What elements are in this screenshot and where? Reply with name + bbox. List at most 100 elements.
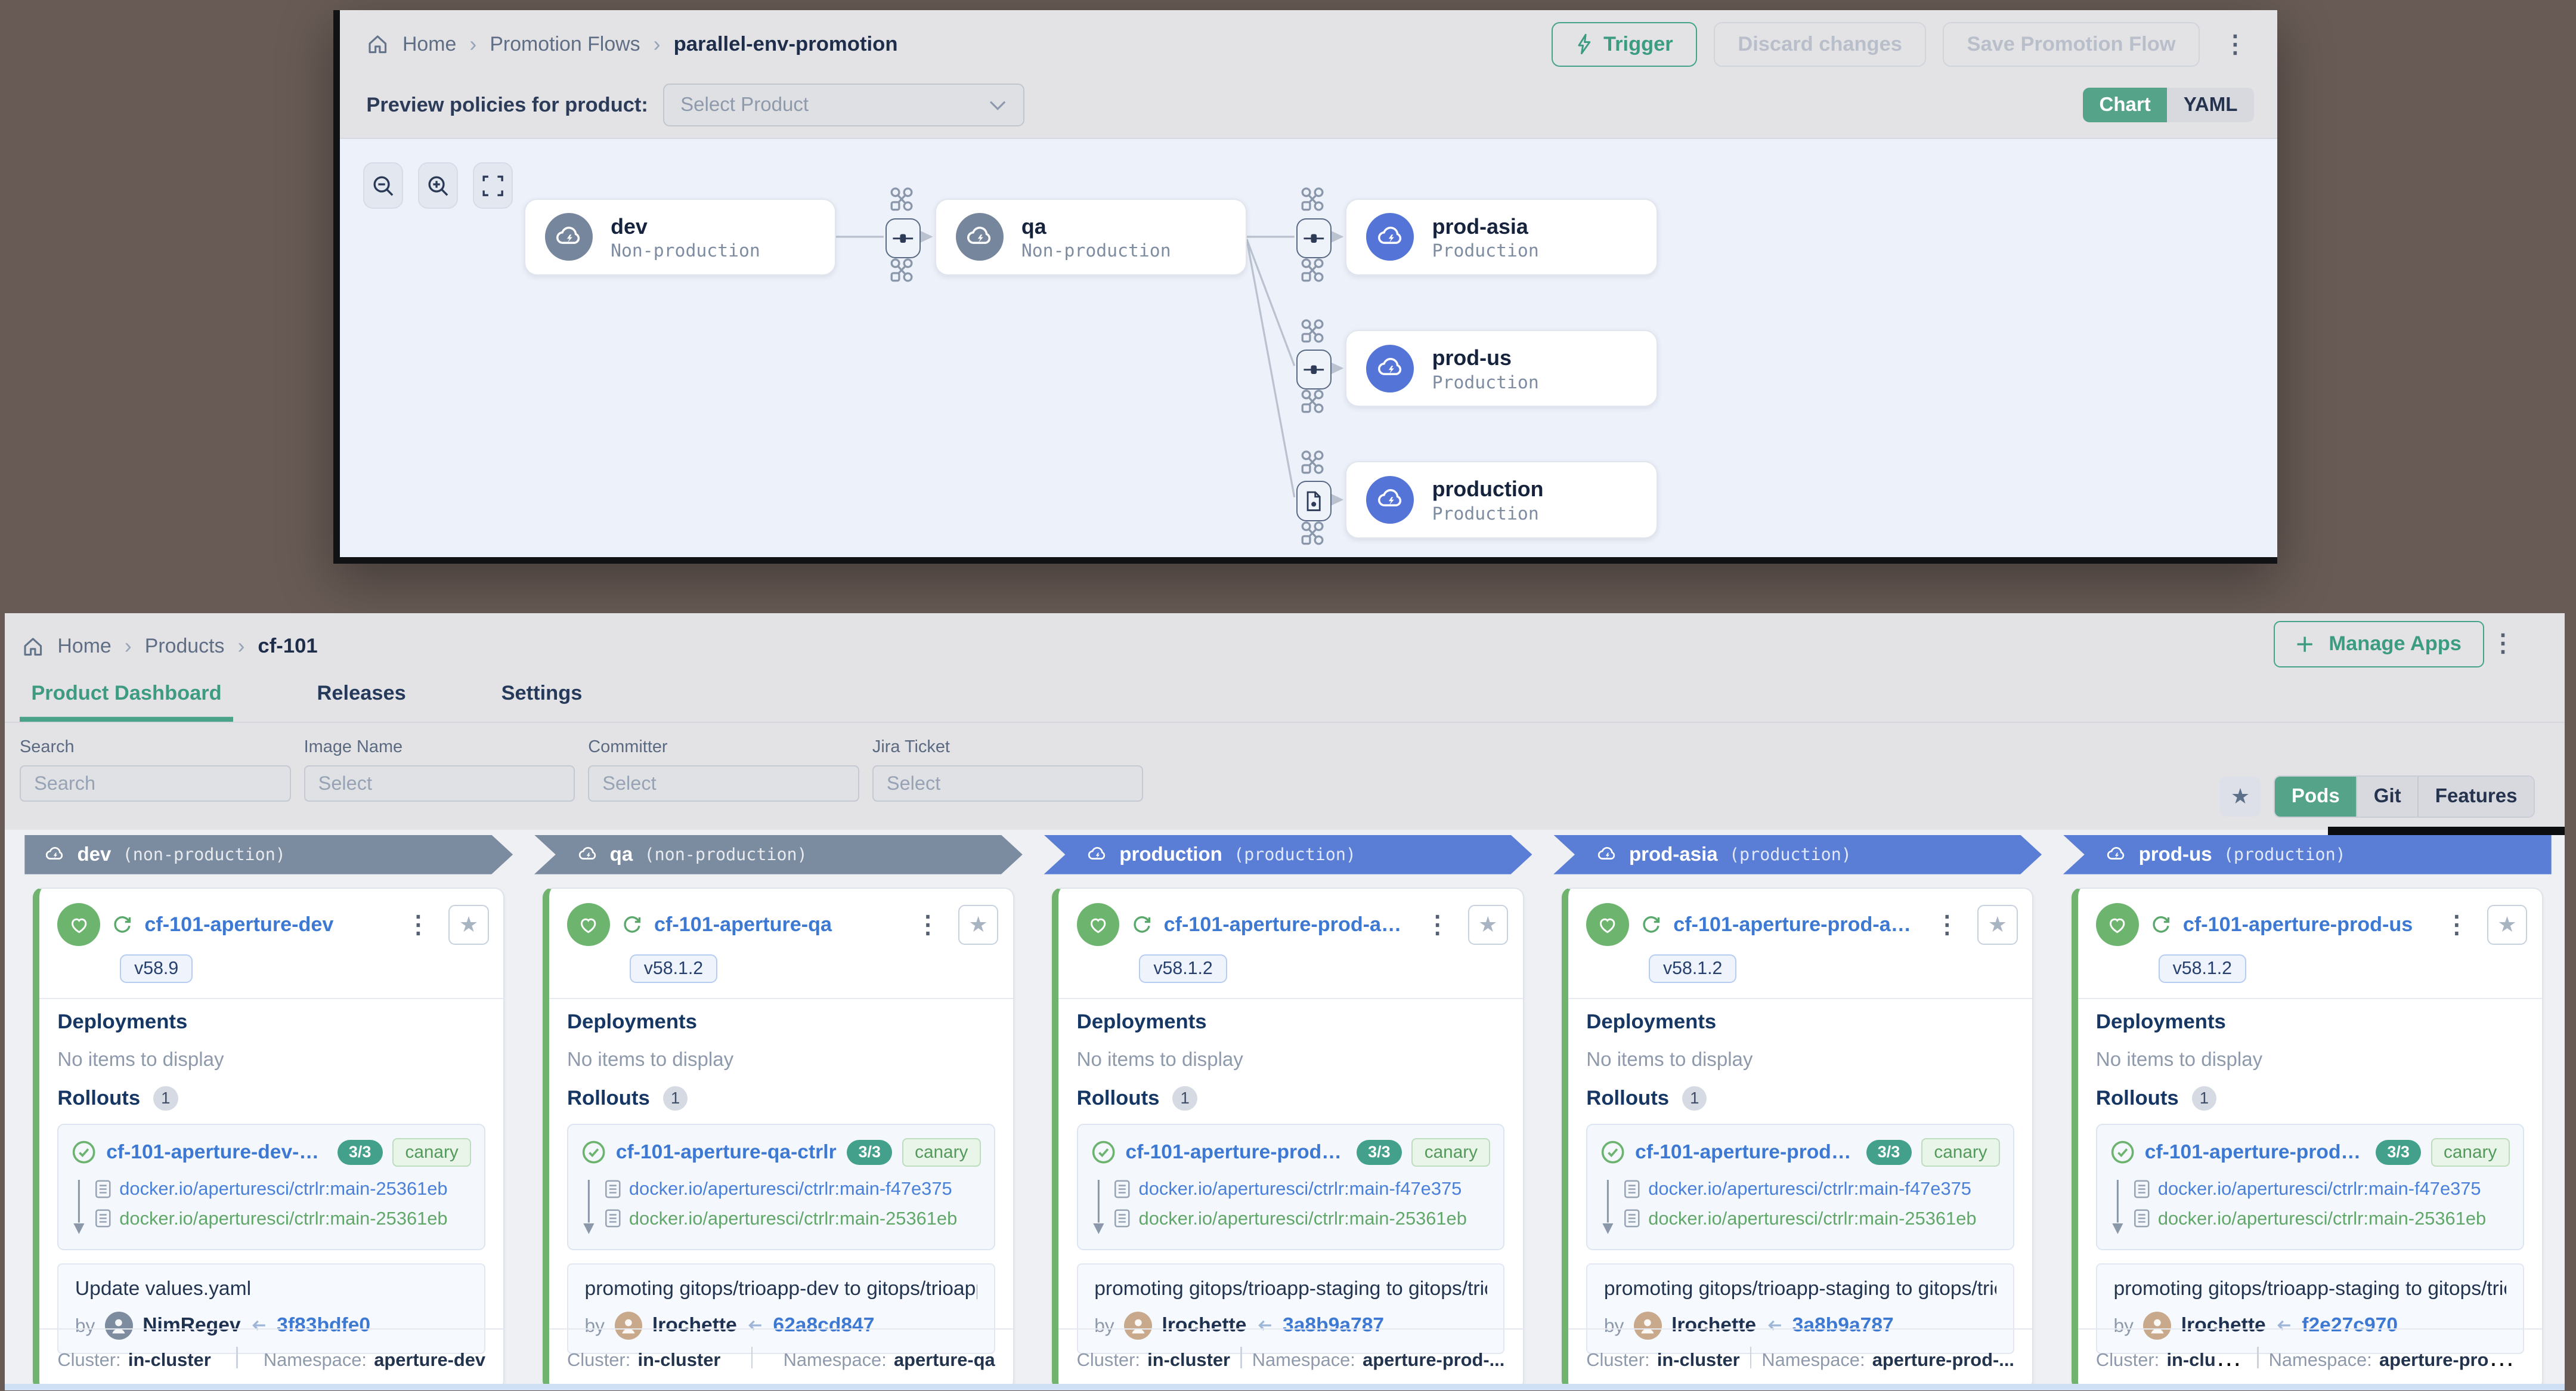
version-badge[interactable]: v58.1.2 [629, 954, 718, 983]
jira-ticket-select[interactable] [872, 765, 1144, 802]
image-link[interactable]: docker.io/aperturesci/ctrlr:main-f47e375 [1114, 1177, 1490, 1201]
toggle-yaml[interactable]: YAML [2167, 88, 2254, 123]
favorite-star-button[interactable]: ★ [958, 904, 999, 945]
save-promotion-flow-button[interactable]: Save Promotion Flow [1942, 22, 2200, 67]
kebab-menu-icon[interactable]: ⋮ [2222, 30, 2247, 58]
divider [2327, 826, 2565, 835]
env-node-dev[interactable]: dev Non-production [524, 198, 837, 276]
image-link[interactable]: docker.io/aperturesci/ctrlr:main-f47e375 [605, 1177, 981, 1201]
commit-hash-link[interactable]: 3a8b9a787 [1792, 1314, 1894, 1337]
env-column-header[interactable]: prod-asia (production) [1553, 835, 2042, 874]
promotion-policy-connector[interactable] [885, 218, 921, 258]
toggle-pods[interactable]: Pods [2275, 777, 2357, 817]
committer-select[interactable] [588, 765, 859, 802]
app-name-link[interactable]: cf-101-aperture-qa [654, 913, 832, 936]
env-node-prod-asia[interactable]: prod-asia Production [1345, 198, 1658, 276]
version-badge[interactable]: v58.1.2 [2158, 954, 2247, 983]
env-column: prod-us (production) cf-101-aperture-pro… [2063, 834, 2552, 1390]
breadcrumb-promotion-flows[interactable]: Promotion Flows [490, 32, 640, 55]
image-name-select[interactable] [304, 765, 575, 802]
commit-hash-link[interactable]: 3f83bdfe0 [277, 1314, 371, 1337]
promotion-policy-connector[interactable] [1296, 350, 1332, 390]
rollout-name-link[interactable]: cf-101-aperture-dev-ctrlr [106, 1140, 328, 1163]
image-link[interactable]: docker.io/aperturesci/ctrlr:main-25361eb [1114, 1206, 1490, 1231]
zoom-out-button[interactable] [363, 162, 404, 209]
flow-edges [836, 230, 1344, 507]
image-link[interactable]: docker.io/aperturesci/ctrlr:main-25361eb [95, 1206, 471, 1231]
app-name-link[interactable]: cf-101-aperture-dev [144, 913, 334, 936]
toggle-git[interactable]: Git [2356, 777, 2418, 817]
flow-topbar: Home › Promotion Flows › parallel-env-pr… [340, 10, 2277, 79]
favorite-star-button[interactable]: ★ [1467, 904, 1508, 945]
promotion-policy-connector[interactable] [1296, 218, 1332, 258]
rollouts-count-badge: 1 [1172, 1086, 1197, 1111]
env-node-subtitle: Production [1432, 240, 1539, 262]
favorite-star-button[interactable]: ★ [2487, 904, 2528, 945]
promotion-policy-document-connector[interactable] [1296, 481, 1332, 521]
kebab-menu-icon[interactable]: ⋮ [915, 910, 940, 938]
image-link[interactable]: docker.io/aperturesci/ctrlr:main-25361eb [2134, 1206, 2510, 1231]
pre-promotion-workflow-icon[interactable] [1299, 319, 1326, 345]
env-column-header[interactable]: prod-us (production) [2063, 834, 2552, 874]
discard-changes-button[interactable]: Discard changes [1713, 22, 1927, 67]
horizontal-scrollbar[interactable] [5, 1383, 2565, 1390]
commit-hash-link[interactable]: 3a8b9a787 [1283, 1314, 1385, 1337]
image-link[interactable]: docker.io/aperturesci/ctrlr:main-25361eb [95, 1177, 471, 1201]
post-promotion-workflow-icon[interactable] [888, 258, 915, 284]
post-promotion-workflow-icon[interactable] [1299, 258, 1326, 284]
pre-promotion-workflow-icon[interactable] [1299, 187, 1326, 213]
search-input[interactable] [20, 765, 291, 802]
env-column-header[interactable]: qa (non-production) [534, 835, 1023, 874]
app-name-link[interactable]: cf-101-aperture-prod-us [2182, 913, 2413, 936]
image-link[interactable]: docker.io/aperturesci/ctrlr:main-25361eb [605, 1206, 981, 1231]
env-node-prod-us[interactable]: prod-us Production [1345, 329, 1658, 407]
version-badge[interactable]: v58.1.2 [1139, 954, 1227, 983]
favorite-star-button[interactable]: ★ [448, 904, 489, 945]
commit-hash-link[interactable]: f2e27c970 [2302, 1314, 2398, 1337]
env-node-production[interactable]: production Production [1345, 461, 1658, 539]
app-name-link[interactable]: cf-101-aperture-prod-asia [1673, 913, 1917, 936]
toggle-features[interactable]: Features [2417, 777, 2534, 817]
cluster-value: in-cluster [1147, 1349, 1230, 1371]
breadcrumb-home[interactable]: Home [402, 32, 457, 55]
rollout-name-link[interactable]: cf-101-aperture-prod-asia-ctrlr [1635, 1140, 1856, 1163]
kebab-menu-icon[interactable]: ⋮ [2490, 629, 2516, 657]
product-select[interactable]: Select Product [662, 84, 1024, 127]
tab-releases[interactable]: Releases [317, 682, 406, 705]
env-column-header[interactable]: dev (non-production) [24, 835, 513, 874]
kebab-menu-icon[interactable]: ⋮ [2444, 910, 2469, 938]
pre-promotion-workflow-icon[interactable] [888, 187, 915, 213]
rollout-name-link[interactable]: cf-101-aperture-prod-us-ctrlr [2144, 1140, 2366, 1163]
tab-product-dashboard[interactable]: Product Dashboard [20, 682, 233, 722]
fullscreen-button[interactable] [473, 162, 513, 209]
tab-settings[interactable]: Settings [501, 682, 583, 705]
image-link[interactable]: docker.io/aperturesci/ctrlr:main-f47e375 [1624, 1177, 2000, 1201]
breadcrumb-products[interactable]: Products [144, 635, 225, 658]
trigger-button[interactable]: Trigger [1551, 22, 1698, 67]
commit-hash-link[interactable]: 62a8cd847 [773, 1314, 875, 1337]
committer-filter: Committer [588, 737, 859, 802]
version-badge[interactable]: v58.1.2 [1648, 954, 1737, 983]
env-column-header[interactable]: production (production) [1044, 835, 1532, 874]
manage-apps-button[interactable]: Manage Apps [2273, 621, 2484, 667]
image-link[interactable]: docker.io/aperturesci/ctrlr:main-f47e375 [2134, 1177, 2510, 1201]
post-promotion-workflow-icon[interactable] [1299, 389, 1326, 415]
env-node-qa[interactable]: qa Non-production [934, 198, 1247, 276]
kebab-menu-icon[interactable]: ⋮ [1934, 910, 1959, 938]
zoom-in-button[interactable] [417, 162, 459, 209]
kebab-menu-icon[interactable]: ⋮ [405, 910, 431, 938]
image-link[interactable]: docker.io/aperturesci/ctrlr:main-25361eb [1624, 1206, 2000, 1231]
rollout-name-link[interactable]: cf-101-aperture-qa-ctrlr [615, 1140, 837, 1163]
health-status-icon [57, 903, 100, 947]
cloud-icon [577, 844, 599, 865]
breadcrumb-home[interactable]: Home [57, 635, 112, 658]
kebab-menu-icon[interactable]: ⋮ [1425, 910, 1450, 938]
app-name-link[interactable]: cf-101-aperture-prod-asia [1163, 913, 1407, 936]
pre-promotion-workflow-icon[interactable] [1299, 450, 1326, 476]
favorite-star-button[interactable]: ★ [1977, 904, 2018, 945]
toggle-chart[interactable]: Chart [2082, 88, 2168, 123]
favorites-filter-button[interactable]: ★ [2219, 777, 2261, 817]
post-promotion-workflow-icon[interactable] [1299, 521, 1326, 547]
version-badge[interactable]: v58.9 [120, 954, 193, 983]
rollout-name-link[interactable]: cf-101-aperture-prod-asia-ctrlr [1125, 1140, 1347, 1163]
